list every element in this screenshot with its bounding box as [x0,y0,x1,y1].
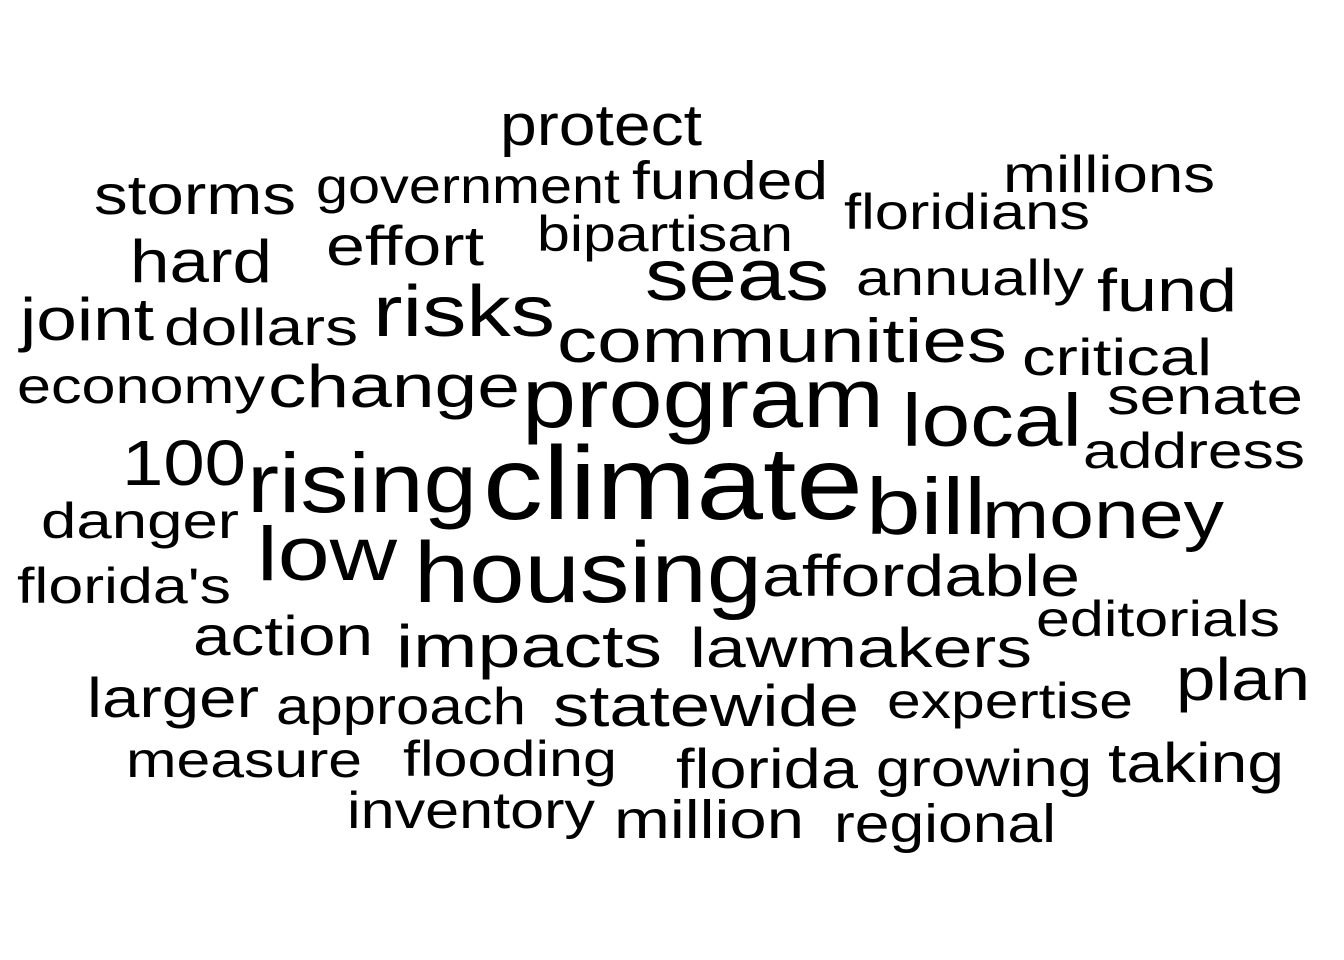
word-climate: climate [483,426,863,542]
word-hard: hard [130,228,272,295]
word-fund: fund [1097,257,1237,324]
word-measure: measure [126,732,362,788]
word-housing: housing [414,525,762,621]
word-florida: florida [676,737,859,800]
word-inventory: inventory [347,782,595,840]
word-floridians: floridians [844,184,1090,240]
word-approach: approach [276,678,526,736]
word-senate: senate [1107,368,1303,426]
word-government: government [316,158,620,214]
word-funded: funded [632,151,828,211]
word-growing: growing [876,740,1092,798]
word-annually: annually [856,250,1084,306]
word-program: program [522,351,884,445]
word-joint: joint [18,286,155,353]
word-change: change [268,353,520,420]
word-critical: critical [1022,329,1212,387]
word-expertise: expertise [887,673,1133,729]
word-economy: economy [17,358,265,414]
word-regional: regional [834,794,1056,854]
word-editorials: editorials [1036,591,1280,647]
word-money: money [982,477,1224,553]
word-address: address [1083,423,1305,479]
word-million: million [614,790,804,850]
word-bipartisan: bipartisan [537,206,793,262]
word-action: action [193,604,373,667]
word-rising: rising [247,436,477,530]
word-dollars: dollars [164,299,358,357]
word-bill: bill [866,462,986,551]
word-affordable: affordable [762,544,1080,609]
word-storms: storms [94,163,296,226]
word-seas: seas [645,236,829,316]
word-100: 100 [122,427,246,499]
word-lawmakers: lawmakers [690,616,1032,679]
word-impacts: impacts [396,613,662,680]
word-protect: protect [500,93,702,158]
word-low: low [257,512,398,597]
word-danger: danger [41,493,239,549]
word-millions: millions [1003,146,1215,204]
word-plan: plan [1176,646,1310,713]
word-florida-s: florida's [17,558,231,614]
word-effort: effort [326,214,485,277]
word-larger: larger [87,666,259,729]
word-statewide: statewide [553,674,859,739]
word-communities: communities [557,307,1007,376]
word-risks: risks [373,272,555,352]
word-flooding: flooding [403,731,617,787]
word-local: local [902,379,1082,462]
word-taking: taking [1108,731,1284,794]
